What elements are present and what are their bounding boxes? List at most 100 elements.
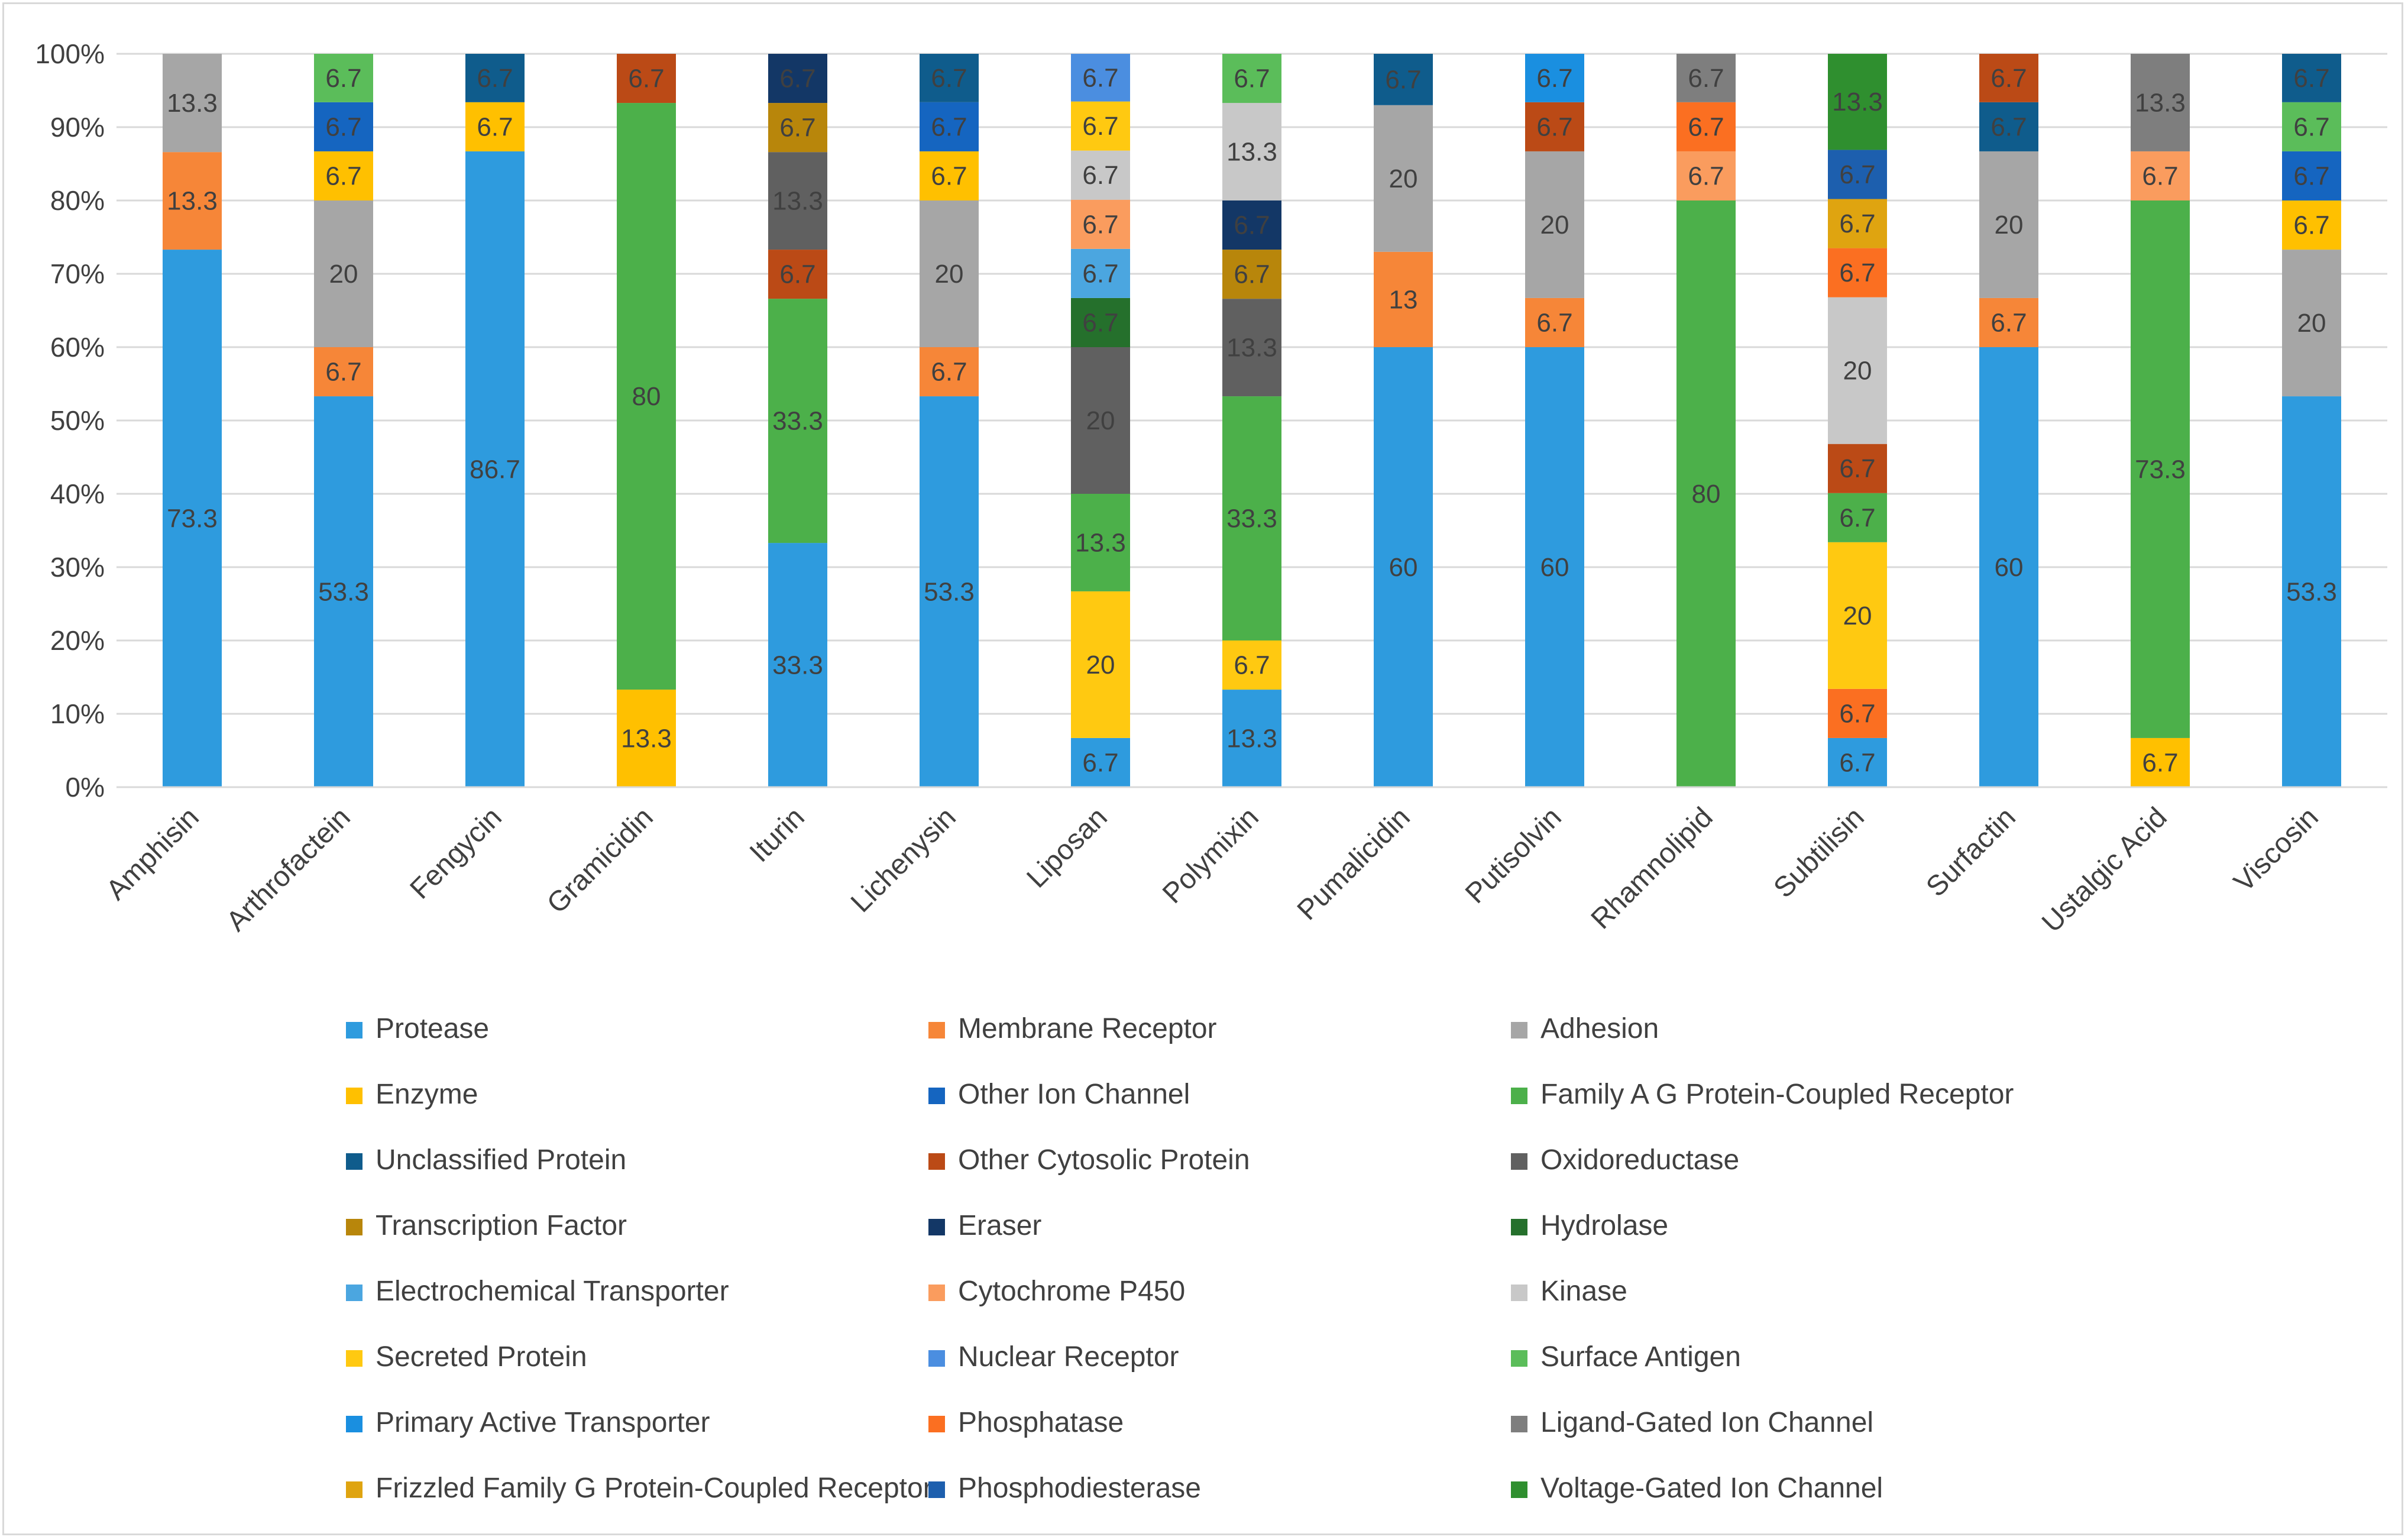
bar-segment-viscosin-other-ion-channel xyxy=(2282,151,2341,200)
data-label: 6.7 xyxy=(2142,161,2178,190)
data-label: 6.7 xyxy=(779,260,815,289)
data-label: 13 xyxy=(1389,285,1418,314)
x-category-label: Surfactin xyxy=(1920,801,2021,902)
legend-swatch xyxy=(928,1219,945,1235)
x-category-label: Pumalicidin xyxy=(1292,801,1416,926)
bar-segment-fengycin-enzyme xyxy=(465,102,525,151)
legend-swatch xyxy=(928,1022,945,1038)
legend-swatch xyxy=(346,1481,363,1498)
data-label: 53.3 xyxy=(318,578,369,607)
bar-segment-arthrofactein-adhesion xyxy=(314,200,373,347)
bar-segment-putisolvin-membrane-receptor xyxy=(1525,297,1584,347)
legend-label: Oxidoreductase xyxy=(1540,1144,1739,1176)
legend-swatch xyxy=(928,1088,945,1104)
bar-segment-amphisin-protease xyxy=(163,250,222,788)
y-tick-label: 50% xyxy=(50,405,105,436)
x-category-label: Fengycin xyxy=(404,801,508,905)
data-label: 13.3 xyxy=(1226,138,1277,167)
legend-item-frizzled-family-g-protein-coupled-receptor: Frizzled Family G Protein-Coupled Recept… xyxy=(346,1473,933,1504)
bar-segment-polymixin-transcription-factor xyxy=(1222,250,1281,299)
data-label: 6.7 xyxy=(1082,308,1118,337)
bar-segment-ustalgic-acid-family-a-g-protein-coupled-receptor xyxy=(2131,200,2190,738)
data-label: 20 xyxy=(1843,601,1872,630)
legend-swatch xyxy=(346,1153,363,1170)
data-label: 6.7 xyxy=(477,112,513,141)
data-label: 73.3 xyxy=(167,504,218,533)
bar-segment-arthrofactein-enzyme xyxy=(314,151,373,200)
bar-segment-subtilisin-other-cytosolic-protein xyxy=(1828,444,1887,493)
bar-segment-iturin-protease xyxy=(768,543,827,787)
data-label: 6.7 xyxy=(628,64,664,93)
data-label: 6.7 xyxy=(1839,699,1875,728)
data-label: 73.3 xyxy=(2135,455,2186,484)
bar-segment-liposan-nuclear-receptor xyxy=(1071,54,1130,102)
data-label: 6.7 xyxy=(1839,209,1875,238)
legend-label: Cytochrome P450 xyxy=(958,1276,1185,1307)
x-category-label: Polymixin xyxy=(1157,801,1265,910)
legend-item-primary-active-transporter: Primary Active Transporter xyxy=(346,1407,710,1438)
data-label: 13.3 xyxy=(772,187,823,216)
bar-segment-subtilisin-secreted-protein xyxy=(1828,542,1887,689)
data-label: 6.7 xyxy=(1536,64,1572,93)
legend-swatch xyxy=(346,1350,363,1367)
bar-segment-liposan-secreted-protein xyxy=(1071,101,1130,151)
legend-label: Hydrolase xyxy=(1540,1210,1668,1241)
bar-segment-polymixin-protease xyxy=(1222,690,1281,787)
legend-item-ligand-gated-ion-channel: Ligand-Gated Ion Channel xyxy=(1511,1407,1873,1438)
bar-segment-ustalgic-acid-ligand-gated-ion-channel xyxy=(2131,54,2190,151)
x-axis: Amphisin Arthrofactein Fengycin Gramicidin I… xyxy=(101,786,2387,939)
bar-segment-lichenysin-other-ion-channel xyxy=(920,102,979,151)
legend-item-hydrolase: Hydrolase xyxy=(1511,1210,1668,1241)
data-label: 6.7 xyxy=(1385,65,1421,94)
bar-segment-iturin-eraser xyxy=(768,54,827,103)
x-category-label: Subtilisin xyxy=(1768,801,1870,904)
data-label: 20 xyxy=(1995,211,2024,240)
x-category-label: Iturin xyxy=(744,801,811,868)
legend-label: Other Ion Channel xyxy=(958,1079,1190,1110)
bar-segment-fengycin-unclassified-protein xyxy=(465,54,525,102)
bar-segment-viscosin-enzyme xyxy=(2282,200,2341,250)
legend-item-other-cytosolic-protein: Other Cytosolic Protein xyxy=(928,1144,1250,1176)
data-label: 6.7 xyxy=(1839,258,1875,287)
y-tick-label: 80% xyxy=(50,185,105,216)
legend-label: Secreted Protein xyxy=(376,1341,587,1373)
legend-item-kinase: Kinase xyxy=(1511,1276,1627,1307)
legend-label: Nuclear Receptor xyxy=(958,1341,1179,1373)
bar-segment-rhamnolipid-phosphatase xyxy=(1676,102,1736,151)
legend-item-transcription-factor: Transcription Factor xyxy=(346,1210,627,1241)
legend-label: Eraser xyxy=(958,1210,1041,1241)
legend-label: Ligand-Gated Ion Channel xyxy=(1540,1407,1873,1438)
data-label: 6.7 xyxy=(477,64,513,93)
data-label: 53.3 xyxy=(2286,578,2337,607)
legend-swatch xyxy=(1511,1481,1527,1498)
data-label: 60 xyxy=(1540,553,1569,582)
legend: Protease Membrane Receptor Adhesion Enzyme O… xyxy=(346,1013,2014,1504)
legend-swatch xyxy=(1511,1350,1527,1367)
data-label: 13.3 xyxy=(1226,334,1277,363)
data-label: 80 xyxy=(1692,480,1721,509)
bar-segment-rhamnolipid-cytochrome-p450 xyxy=(1676,151,1736,200)
bar-segment-subtilisin-phosphodiesterase xyxy=(1828,150,1887,199)
legend-label: Phosphatase xyxy=(958,1407,1124,1438)
legend-item-other-ion-channel: Other Ion Channel xyxy=(928,1079,1190,1110)
stacked-bar-chart: 0% 10% 20% 30% 40% 50% 60% 70% 80% 90% 100% 73.3 13… xyxy=(35,38,2387,1504)
bar-segment-arthrofactein-protease xyxy=(314,396,373,787)
data-label: 86.7 xyxy=(470,455,520,484)
legend-item-family-a-g-protein-coupled-receptor: Family A G Protein-Coupled Receptor xyxy=(1511,1079,2014,1110)
bar-segment-arthrofactein-membrane-receptor xyxy=(314,347,373,397)
bar-segment-lichenysin-adhesion xyxy=(920,200,979,347)
bar-segment-ustalgic-acid-enzyme xyxy=(2131,737,2190,787)
data-label: 6.7 xyxy=(1082,259,1118,288)
data-label: 6.7 xyxy=(2293,112,2329,141)
bar-segment-viscosin-adhesion xyxy=(2282,250,2341,397)
legend-swatch xyxy=(928,1285,945,1301)
x-category-label: Ustalgic Acid xyxy=(2036,801,2173,939)
y-tick-label: 60% xyxy=(50,332,105,363)
data-label: 6.7 xyxy=(325,112,361,141)
data-label: 20 xyxy=(1540,211,1569,240)
bar-segment-amphisin-membrane-receptor xyxy=(163,152,222,250)
bar-segment-lichenysin-protease xyxy=(920,396,979,787)
data-label: 6.7 xyxy=(2293,211,2329,240)
bar-segment-pumalicidin-protease xyxy=(1374,347,1433,787)
data-label: 6.7 xyxy=(1234,651,1270,680)
